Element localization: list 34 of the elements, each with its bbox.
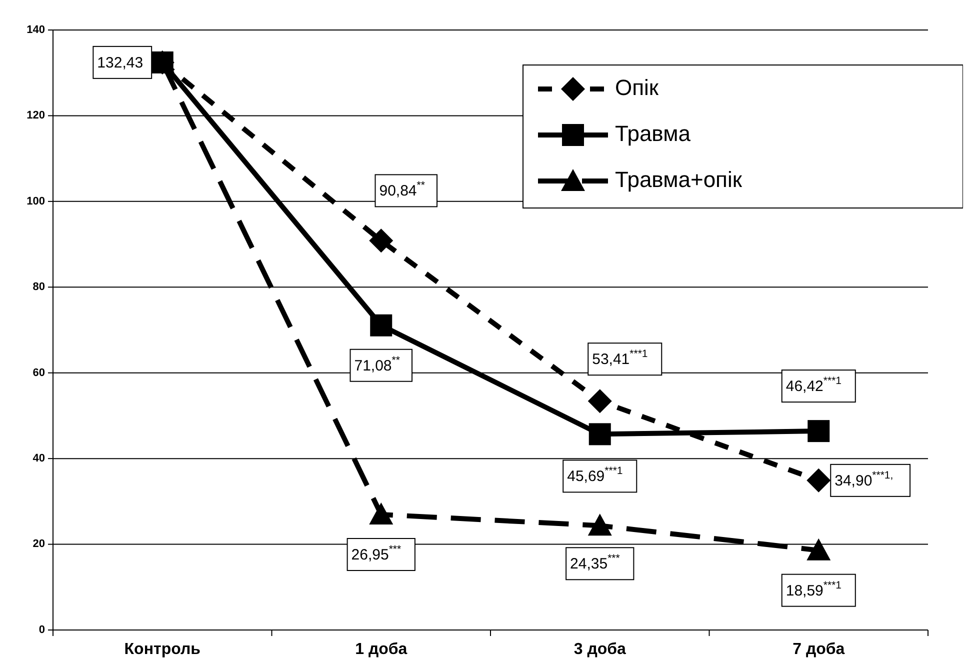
y-tick-label: 60 <box>32 366 45 379</box>
point <box>806 468 831 492</box>
y-tick-label: 0 <box>38 624 45 636</box>
point <box>370 314 392 336</box>
y-tick-label: 80 <box>32 281 45 294</box>
point <box>808 420 830 442</box>
data-label: 45,69$^{***1}$ <box>567 464 623 486</box>
y-tick-label: 100 <box>26 195 45 208</box>
x-tick-label: 3 доба <box>574 641 626 658</box>
x-tick-label: 1 доба <box>355 641 408 658</box>
data-label: 18,59$^{***1}$ <box>786 579 842 600</box>
x-tick-label: 7 доба <box>792 641 845 658</box>
data-label: 132,43 <box>97 54 144 72</box>
legend-label: Опік <box>615 74 659 100</box>
data-label: 26,95$^{***}$ <box>351 543 402 564</box>
point <box>588 514 612 536</box>
legend-label: Травма <box>615 120 692 146</box>
data-label: 90,84$^{**}$ <box>379 179 425 200</box>
point <box>369 502 394 524</box>
data-label: 46,42$^{***1}$ <box>786 374 842 396</box>
data-label: 34,90$^{***1,}$ <box>834 469 894 490</box>
data-label: 71,08$^{**}$ <box>354 354 400 374</box>
y-tick-label: 140 <box>26 24 45 36</box>
data-label: 53,41$^{***1}$ <box>592 348 648 368</box>
y-tick-label: 20 <box>32 538 45 550</box>
y-tick-label: 40 <box>32 452 45 464</box>
data-label: 24,35$^{***}$ <box>570 552 620 573</box>
point <box>588 389 612 414</box>
point <box>806 538 831 560</box>
x-tick-label: Контроль <box>124 641 201 658</box>
point <box>369 228 394 253</box>
legend-label: Травма+опік <box>615 166 742 192</box>
y-tick-label: 120 <box>26 110 45 122</box>
point <box>588 423 611 446</box>
